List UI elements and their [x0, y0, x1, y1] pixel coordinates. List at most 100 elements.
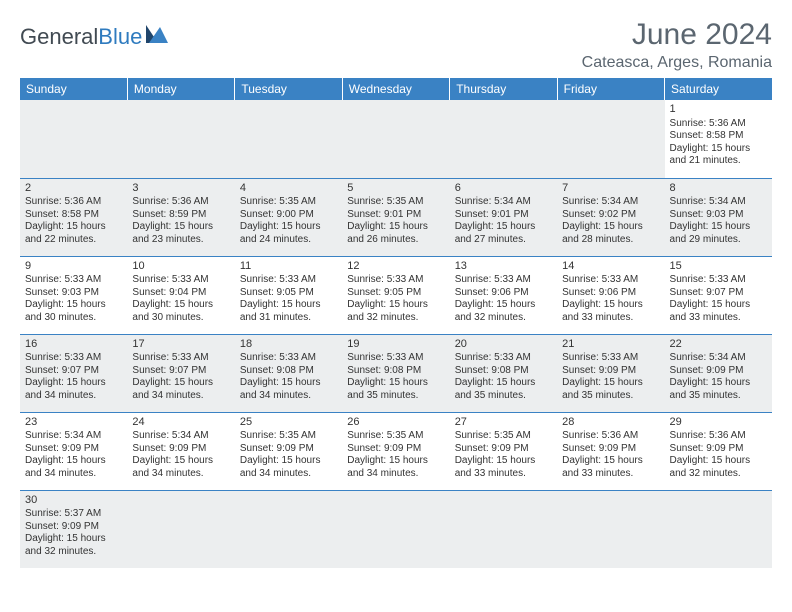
- day-number: 2: [25, 182, 122, 196]
- day-number: 21: [562, 338, 659, 352]
- daylight-text: Daylight: 15 hours and 32 minutes.: [25, 533, 122, 558]
- daylight-text: Daylight: 15 hours and 34 minutes.: [240, 377, 337, 402]
- sunrise-text: Sunrise: 5:34 AM: [455, 196, 552, 209]
- day-number: 25: [240, 416, 337, 430]
- calendar-cell: [665, 490, 772, 568]
- calendar-cell: 2Sunrise: 5:36 AMSunset: 8:58 PMDaylight…: [20, 178, 127, 256]
- sunset-text: Sunset: 9:06 PM: [562, 287, 659, 300]
- daylight-text: Daylight: 15 hours and 35 minutes.: [562, 377, 659, 402]
- calendar-cell: 30Sunrise: 5:37 AMSunset: 9:09 PMDayligh…: [20, 490, 127, 568]
- sunset-text: Sunset: 9:09 PM: [347, 443, 444, 456]
- day-number: 24: [132, 416, 229, 430]
- calendar-cell: 3Sunrise: 5:36 AMSunset: 8:59 PMDaylight…: [127, 178, 234, 256]
- sunset-text: Sunset: 9:07 PM: [25, 365, 122, 378]
- sunrise-text: Sunrise: 5:34 AM: [670, 352, 767, 365]
- daylight-text: Daylight: 15 hours and 33 minutes.: [670, 299, 767, 324]
- calendar-cell: 28Sunrise: 5:36 AMSunset: 9:09 PMDayligh…: [557, 412, 664, 490]
- day-header: Sunday: [20, 78, 127, 100]
- daylight-text: Daylight: 15 hours and 22 minutes.: [25, 221, 122, 246]
- calendar-cell: [450, 490, 557, 568]
- sunset-text: Sunset: 9:01 PM: [455, 209, 552, 222]
- sunset-text: Sunset: 9:09 PM: [132, 443, 229, 456]
- daylight-text: Daylight: 15 hours and 35 minutes.: [455, 377, 552, 402]
- daylight-text: Daylight: 15 hours and 34 minutes.: [132, 377, 229, 402]
- daylight-text: Daylight: 15 hours and 32 minutes.: [347, 299, 444, 324]
- daylight-text: Daylight: 15 hours and 29 minutes.: [670, 221, 767, 246]
- sunrise-text: Sunrise: 5:36 AM: [562, 430, 659, 443]
- sunset-text: Sunset: 9:09 PM: [25, 521, 122, 534]
- calendar-cell: 26Sunrise: 5:35 AMSunset: 9:09 PMDayligh…: [342, 412, 449, 490]
- sunrise-text: Sunrise: 5:33 AM: [240, 352, 337, 365]
- day-number: 26: [347, 416, 444, 430]
- daylight-text: Daylight: 15 hours and 23 minutes.: [132, 221, 229, 246]
- location-text: Cateasca, Arges, Romania: [582, 54, 772, 72]
- sunrise-text: Sunrise: 5:35 AM: [347, 196, 444, 209]
- day-number: 29: [670, 416, 767, 430]
- calendar-cell: 22Sunrise: 5:34 AMSunset: 9:09 PMDayligh…: [665, 334, 772, 412]
- sunrise-text: Sunrise: 5:34 AM: [25, 430, 122, 443]
- sunrise-text: Sunrise: 5:34 AM: [132, 430, 229, 443]
- sunset-text: Sunset: 9:09 PM: [670, 443, 767, 456]
- calendar-cell: 25Sunrise: 5:35 AMSunset: 9:09 PMDayligh…: [235, 412, 342, 490]
- sunrise-text: Sunrise: 5:35 AM: [240, 196, 337, 209]
- calendar-cell: [342, 490, 449, 568]
- logo-text-blue: Blue: [98, 24, 142, 50]
- sunrise-text: Sunrise: 5:36 AM: [132, 196, 229, 209]
- calendar-cell: [20, 100, 127, 178]
- calendar-cell: 4Sunrise: 5:35 AMSunset: 9:00 PMDaylight…: [235, 178, 342, 256]
- daylight-text: Daylight: 15 hours and 34 minutes.: [347, 455, 444, 480]
- calendar-cell: [235, 100, 342, 178]
- day-number: 9: [25, 260, 122, 274]
- day-header-row: SundayMondayTuesdayWednesdayThursdayFrid…: [20, 78, 772, 100]
- sunrise-text: Sunrise: 5:33 AM: [562, 352, 659, 365]
- daylight-text: Daylight: 15 hours and 34 minutes.: [240, 455, 337, 480]
- calendar-cell: 8Sunrise: 5:34 AMSunset: 9:03 PMDaylight…: [665, 178, 772, 256]
- sunrise-text: Sunrise: 5:35 AM: [455, 430, 552, 443]
- day-header: Monday: [127, 78, 234, 100]
- sunrise-text: Sunrise: 5:33 AM: [455, 352, 552, 365]
- day-number: 23: [25, 416, 122, 430]
- day-number: 17: [132, 338, 229, 352]
- daylight-text: Daylight: 15 hours and 30 minutes.: [132, 299, 229, 324]
- sunset-text: Sunset: 9:09 PM: [562, 365, 659, 378]
- calendar-cell: 29Sunrise: 5:36 AMSunset: 9:09 PMDayligh…: [665, 412, 772, 490]
- day-header: Friday: [557, 78, 664, 100]
- calendar-cell: [127, 100, 234, 178]
- day-number: 5: [347, 182, 444, 196]
- sunset-text: Sunset: 9:05 PM: [347, 287, 444, 300]
- day-number: 20: [455, 338, 552, 352]
- daylight-text: Daylight: 15 hours and 34 minutes.: [25, 455, 122, 480]
- day-number: 14: [562, 260, 659, 274]
- sunrise-text: Sunrise: 5:33 AM: [455, 274, 552, 287]
- calendar-cell: 21Sunrise: 5:33 AMSunset: 9:09 PMDayligh…: [557, 334, 664, 412]
- calendar-cell: 12Sunrise: 5:33 AMSunset: 9:05 PMDayligh…: [342, 256, 449, 334]
- calendar-cell: 6Sunrise: 5:34 AMSunset: 9:01 PMDaylight…: [450, 178, 557, 256]
- daylight-text: Daylight: 15 hours and 34 minutes.: [25, 377, 122, 402]
- day-number: 10: [132, 260, 229, 274]
- daylight-text: Daylight: 15 hours and 35 minutes.: [670, 377, 767, 402]
- sunset-text: Sunset: 9:03 PM: [25, 287, 122, 300]
- calendar-cell: 1Sunrise: 5:36 AMSunset: 8:58 PMDaylight…: [665, 100, 772, 178]
- sunset-text: Sunset: 9:03 PM: [670, 209, 767, 222]
- sunset-text: Sunset: 9:01 PM: [347, 209, 444, 222]
- sunset-text: Sunset: 9:05 PM: [240, 287, 337, 300]
- day-number: 3: [132, 182, 229, 196]
- day-number: 6: [455, 182, 552, 196]
- daylight-text: Daylight: 15 hours and 28 minutes.: [562, 221, 659, 246]
- day-header: Wednesday: [342, 78, 449, 100]
- calendar-cell: 20Sunrise: 5:33 AMSunset: 9:08 PMDayligh…: [450, 334, 557, 412]
- daylight-text: Daylight: 15 hours and 33 minutes.: [455, 455, 552, 480]
- daylight-text: Daylight: 15 hours and 30 minutes.: [25, 299, 122, 324]
- title-block: June 2024 Cateasca, Arges, Romania: [582, 18, 772, 72]
- daylight-text: Daylight: 15 hours and 34 minutes.: [132, 455, 229, 480]
- day-number: 22: [670, 338, 767, 352]
- daylight-text: Daylight: 15 hours and 35 minutes.: [347, 377, 444, 402]
- calendar-cell: 24Sunrise: 5:34 AMSunset: 9:09 PMDayligh…: [127, 412, 234, 490]
- calendar-cell: 5Sunrise: 5:35 AMSunset: 9:01 PMDaylight…: [342, 178, 449, 256]
- sunrise-text: Sunrise: 5:36 AM: [25, 196, 122, 209]
- header: GeneralBlue June 2024 Cateasca, Arges, R…: [20, 18, 772, 72]
- day-number: 18: [240, 338, 337, 352]
- sunset-text: Sunset: 8:59 PM: [132, 209, 229, 222]
- sunrise-text: Sunrise: 5:37 AM: [25, 508, 122, 521]
- sunrise-text: Sunrise: 5:33 AM: [132, 274, 229, 287]
